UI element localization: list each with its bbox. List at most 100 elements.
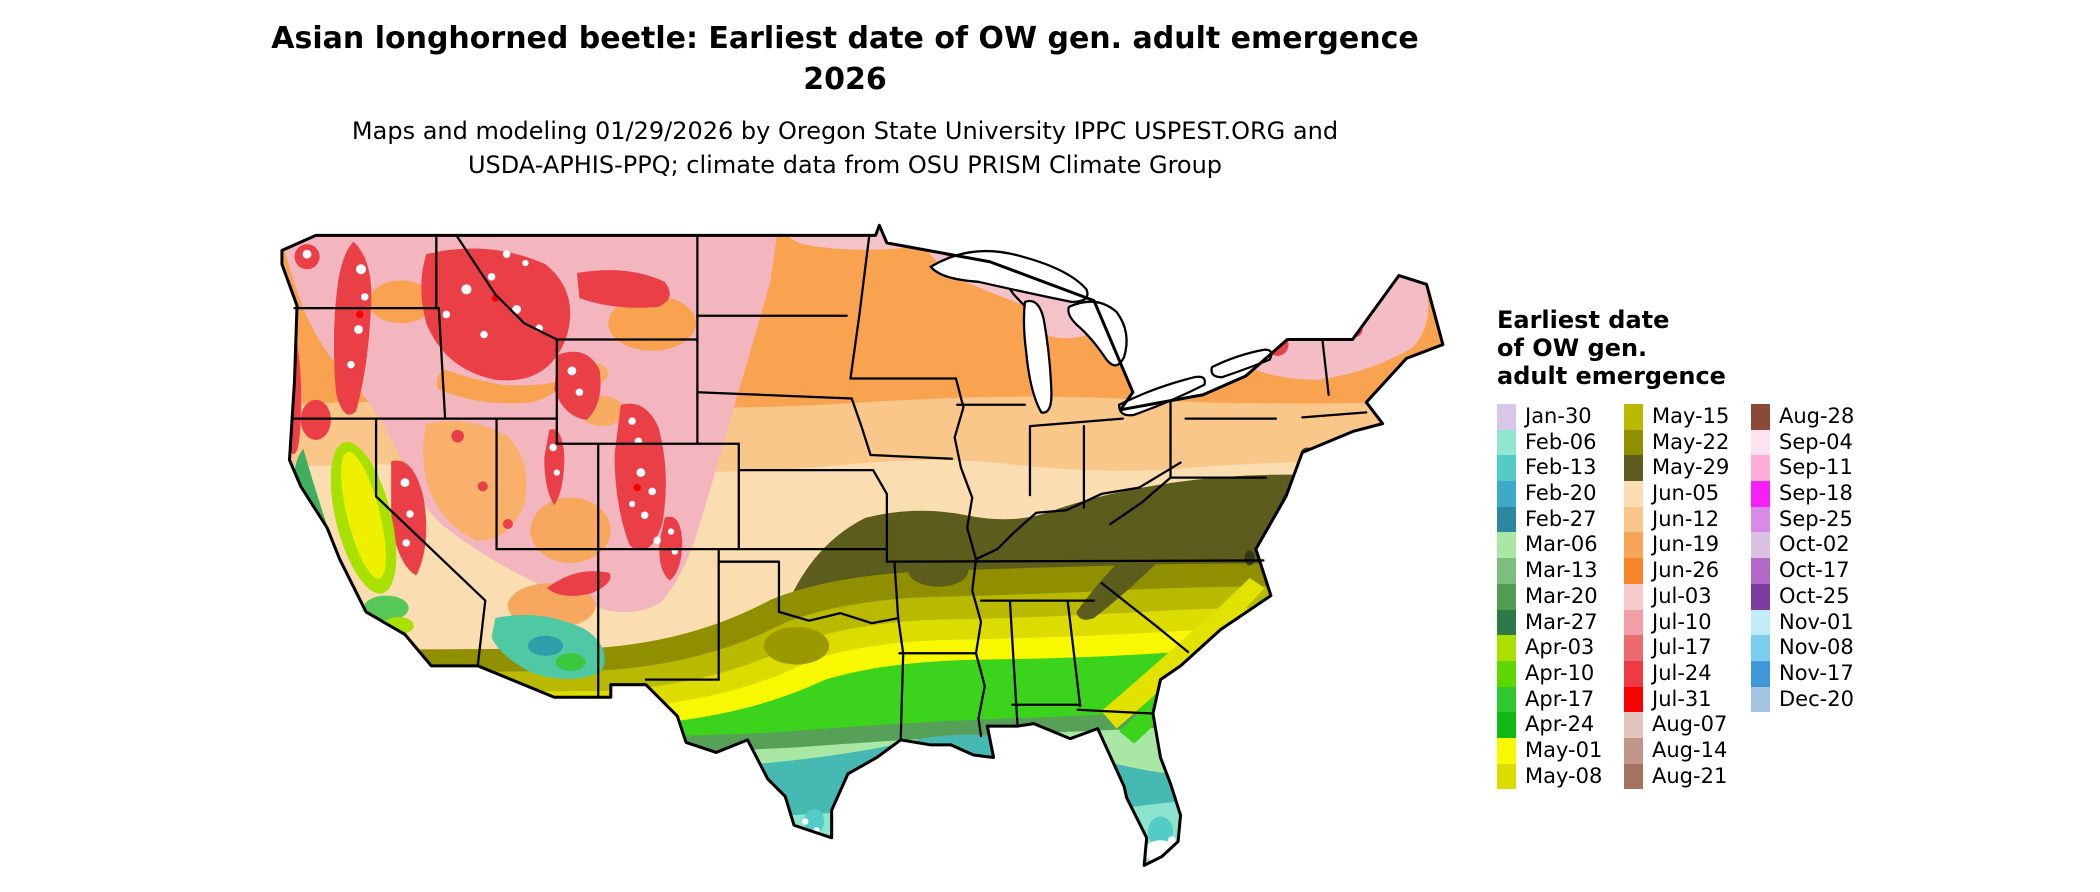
legend-entry-label: Jul-24 <box>1652 660 1712 685</box>
legend-entry: Mar-20 <box>1497 583 1624 610</box>
legend-swatch <box>1624 609 1643 636</box>
legend-entry: Apr-24 <box>1497 712 1624 738</box>
legend-entry-label: Aug-21 <box>1652 763 1728 788</box>
legend-swatch <box>1497 686 1516 713</box>
legend-entry: Sep-18 <box>1751 481 1878 507</box>
legend-entry-label: Jun-12 <box>1652 506 1720 531</box>
legend-swatch <box>1751 455 1770 482</box>
legend-entry-label: May-08 <box>1525 763 1603 788</box>
legend-entry-label: Mar-20 <box>1525 583 1598 608</box>
legend-entry: Feb-13 <box>1497 455 1624 482</box>
legend-entry-label: Aug-07 <box>1652 712 1728 737</box>
legend-swatch <box>1624 583 1643 610</box>
legend-swatch <box>1624 506 1643 533</box>
legend-entry: Dec-20 <box>1751 686 1878 713</box>
legend-entry: Nov-01 <box>1751 609 1878 636</box>
legend-swatch <box>1751 481 1770 507</box>
legend-entry-label: Aug-14 <box>1652 737 1728 762</box>
legend-entry: Sep-25 <box>1751 506 1878 533</box>
legend-entry-label: Nov-17 <box>1779 660 1854 685</box>
legend-entry-label: Apr-03 <box>1525 635 1595 660</box>
legend-swatch <box>1497 429 1516 456</box>
legend-entry: Feb-06 <box>1497 429 1624 456</box>
legend-entry-label: Mar-13 <box>1525 558 1598 583</box>
page-title-line-2: 2026 <box>803 62 887 97</box>
legend-entry-label: Jan-30 <box>1525 404 1592 428</box>
legend-entry-label: Jun-19 <box>1652 532 1720 557</box>
legend-entry-label: Aug-28 <box>1779 404 1855 428</box>
legend: Earliest date of OW gen. adult emergence… <box>1497 306 2067 790</box>
legend-entry: Aug-21 <box>1624 763 1751 790</box>
legend-entry: Apr-17 <box>1497 686 1624 713</box>
legend-swatch <box>1624 481 1643 507</box>
legend-swatch <box>1497 635 1516 661</box>
legend-entry: Jun-19 <box>1624 532 1751 559</box>
legend-entry: Apr-03 <box>1497 635 1624 661</box>
legend-entry-label: Mar-27 <box>1525 609 1598 634</box>
legend-entry-label: May-15 <box>1652 404 1730 428</box>
subtitle-line-2: USDA-APHIS-PPQ; climate data from OSU PR… <box>467 151 1223 179</box>
page-title-line-1: Asian longhorned beetle: Earliest date o… <box>271 21 1419 56</box>
legend-entry-label: Jun-05 <box>1652 481 1720 506</box>
legend-entry: May-08 <box>1497 763 1624 790</box>
legend-swatch <box>1497 455 1516 482</box>
legend-entry-label: May-01 <box>1525 737 1603 762</box>
legend-swatch <box>1751 686 1770 713</box>
legend-swatch <box>1497 763 1516 790</box>
legend-swatch <box>1624 763 1643 790</box>
legend-entry-label: Feb-06 <box>1525 429 1597 454</box>
legend-swatch <box>1751 429 1770 456</box>
legend-entry: Oct-02 <box>1751 532 1878 559</box>
us-map <box>238 204 1468 888</box>
legend-swatch <box>1497 737 1516 764</box>
legend-entry: Aug-14 <box>1624 737 1751 764</box>
legend-title: Earliest date of OW gen. adult emergence <box>1497 306 1726 390</box>
legend-entry: Oct-25 <box>1751 583 1878 610</box>
legend-entry: Oct-17 <box>1751 558 1878 584</box>
legend-swatch <box>1497 583 1516 610</box>
legend-swatch <box>1497 712 1516 738</box>
legend-entry-label: Feb-27 <box>1525 506 1597 531</box>
legend-entry: Jun-26 <box>1624 558 1751 584</box>
legend-entry: Jan-30 <box>1497 404 1624 430</box>
legend-entry: May-15 <box>1624 404 1751 430</box>
legend-swatch <box>1751 660 1770 687</box>
legend-swatch <box>1751 558 1770 584</box>
legend-entry-label: Apr-10 <box>1525 660 1595 685</box>
header: Asian longhorned beetle: Earliest date o… <box>0 18 1690 182</box>
legend-swatch <box>1624 660 1643 687</box>
legend-entry: Jun-05 <box>1624 481 1751 507</box>
legend-entry: Aug-28 <box>1751 404 1878 430</box>
legend-entry: Sep-04 <box>1751 429 1878 456</box>
legend-column: May-15 May-22 May-29 Jun-05 Jun-12 Jun-19 Jun-… <box>1624 404 1751 790</box>
legend-entry-label: Oct-02 <box>1779 532 1850 557</box>
legend-entry: May-01 <box>1497 737 1624 764</box>
legend-entry: May-29 <box>1624 455 1751 482</box>
legend-entry: Mar-13 <box>1497 558 1624 584</box>
legend-swatch <box>1624 532 1643 559</box>
legend-entry-label: Feb-20 <box>1525 481 1597 506</box>
legend-entry: Jul-24 <box>1624 660 1751 687</box>
legend-entry-label: Mar-06 <box>1525 532 1598 557</box>
legend-entry: Jun-12 <box>1624 506 1751 533</box>
legend-column: Jan-30 Feb-06 Feb-13 Feb-20 Feb-27 Mar-06 Mar-… <box>1497 404 1624 790</box>
legend-swatch <box>1751 506 1770 533</box>
us-outline <box>280 223 1445 867</box>
legend-swatch <box>1497 506 1516 533</box>
legend-entry-label: Oct-17 <box>1779 558 1850 583</box>
legend-swatch <box>1624 429 1643 456</box>
legend-entry: Apr-10 <box>1497 660 1624 687</box>
legend-entry-label: May-29 <box>1652 455 1730 480</box>
legend-entry-label: Jul-10 <box>1652 609 1712 634</box>
legend-entry-label: Jun-26 <box>1652 558 1720 583</box>
legend-swatch <box>1624 404 1643 430</box>
legend-entry-label: Apr-17 <box>1525 686 1595 711</box>
legend-entry: Mar-27 <box>1497 609 1624 636</box>
lake-huron <box>1067 300 1128 367</box>
legend-entry: Jul-10 <box>1624 609 1751 636</box>
legend-entry: Nov-08 <box>1751 635 1878 661</box>
subtitle: Maps and modeling 01/29/2026 by Oregon S… <box>0 114 1690 182</box>
legend-entry-label: May-22 <box>1652 429 1730 454</box>
legend-entry-label: Sep-18 <box>1779 481 1853 506</box>
subtitle-line-1: Maps and modeling 01/29/2026 by Oregon S… <box>351 117 1339 145</box>
